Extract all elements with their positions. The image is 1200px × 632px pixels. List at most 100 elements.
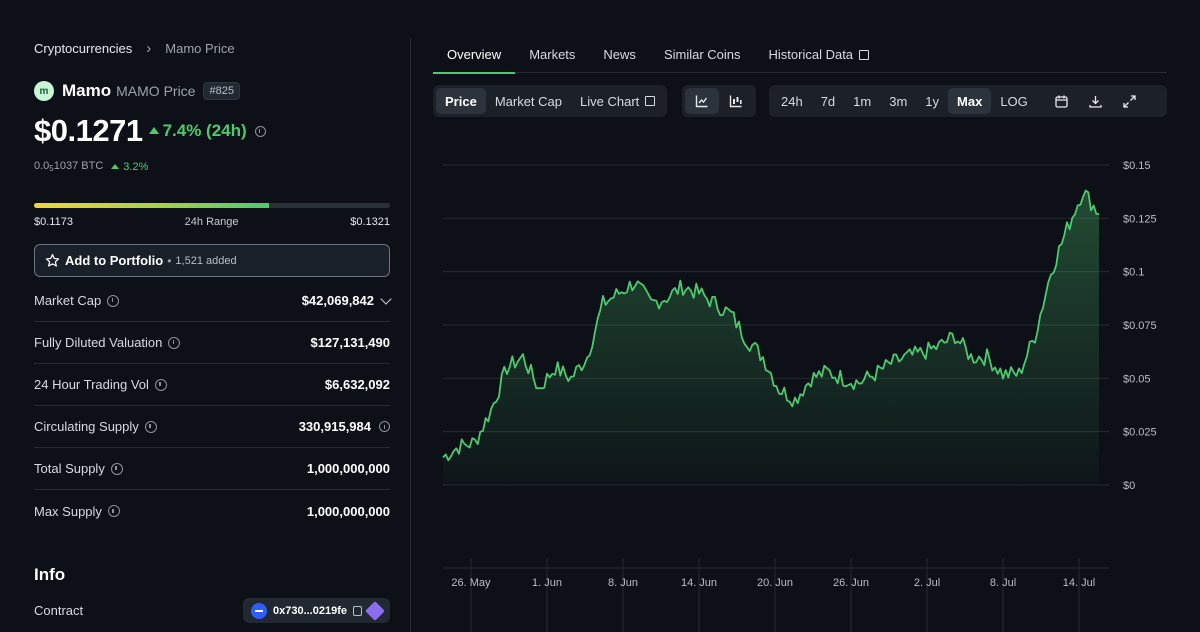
chart-toolbar: Price Market Cap Live Chart 24h 7d 1m 3m… — [433, 85, 1167, 117]
tab-overview[interactable]: Overview — [433, 38, 516, 74]
range-1m-button[interactable]: 1m — [853, 93, 872, 109]
x-tick-label: 20. Jun — [757, 577, 793, 589]
y-tick-label: $0.1 — [1123, 267, 1144, 279]
x-tick-label: 2. Jul — [914, 577, 940, 589]
line-chart-button[interactable] — [685, 88, 719, 114]
mode-price-button[interactable]: Price — [436, 88, 486, 114]
price-line — [442, 189, 1100, 462]
calendar-icon — [1055, 95, 1068, 108]
stat-row-circulating-supply: Circulating Supply 330,915,984 — [34, 406, 390, 448]
btc-change: 3.2% — [111, 161, 148, 173]
price-row: $0.1271 7.4% (24h) — [34, 113, 266, 149]
contract-row: Contract 0x730...0219fe — [34, 598, 390, 623]
stat-label: Total Supply — [34, 461, 105, 476]
range-3m-button[interactable]: 3m — [889, 93, 908, 109]
mode-live-chart-button[interactable]: Live Chart — [571, 88, 664, 114]
coin-overview-panel: Cryptocurrencies › Mamo Price m Mamo MAM… — [34, 0, 392, 632]
x-tick-label: 8. Jul — [990, 577, 1016, 589]
tab-markets[interactable]: Markets — [529, 47, 576, 62]
download-icon — [1089, 95, 1102, 108]
info-icon[interactable] — [144, 420, 157, 433]
y-tick-label: $0.15 — [1123, 160, 1151, 172]
metamask-icon[interactable] — [365, 600, 385, 621]
stat-value: 1,000,000,000 — [306, 503, 390, 519]
tab-similar-coins[interactable]: Similar Coins — [663, 47, 741, 62]
up-arrow-icon — [111, 163, 120, 169]
range-max-button[interactable]: Max — [948, 88, 992, 114]
mode-market-cap-button[interactable]: Market Cap — [494, 93, 563, 109]
x-tick-label: 8. Jun — [608, 577, 638, 589]
coin-name: Mamo — [62, 81, 112, 100]
tab-news[interactable]: News — [603, 47, 636, 62]
log-scale-button[interactable]: LOG — [1000, 93, 1028, 109]
stat-row-max-supply: Max Supply 1,000,000,000 — [34, 490, 390, 532]
x-tick-label: 26. May — [451, 577, 491, 589]
stat-value: 330,915,984 — [298, 419, 371, 434]
star-icon — [45, 253, 60, 267]
coin-logo-icon: m — [34, 81, 54, 101]
external-link-icon — [859, 50, 870, 60]
chart-mode-group: Price Market Cap Live Chart — [433, 85, 668, 117]
chart-type-group — [682, 85, 756, 117]
chevron-right-icon: › — [146, 40, 152, 57]
coin-title: m Mamo MAMO Price #825 — [34, 80, 240, 102]
info-icon[interactable] — [254, 125, 266, 137]
y-tick-label: $0 — [1123, 480, 1135, 492]
candlestick-chart-button[interactable] — [719, 88, 753, 114]
current-price: $0.1271 — [34, 113, 143, 148]
range-low: $0.1173 — [34, 216, 73, 228]
y-tick-label: $0.025 — [1123, 427, 1157, 439]
external-link-icon — [645, 96, 656, 106]
info-icon[interactable] — [154, 378, 167, 391]
info-heading: Info — [34, 565, 66, 584]
price-chart[interactable]: $0 $0.025 $0.05 $0.075 $0.1 $0.125 $0.15 26. Ma… — [433, 150, 1167, 632]
info-icon[interactable] — [107, 505, 120, 517]
fullscreen-button[interactable] — [1113, 88, 1147, 114]
stat-label: Fully Diluted Valuation — [34, 335, 163, 350]
range-labels: $0.1173 24h Range $0.1321 — [34, 216, 390, 228]
candlestick-icon — [729, 95, 742, 108]
expand-icon — [1123, 94, 1136, 108]
tab-historical-data[interactable]: Historical Data — [755, 38, 884, 73]
info-icon[interactable] — [107, 294, 120, 307]
calendar-button[interactable] — [1045, 88, 1079, 114]
contract-pill[interactable]: 0x730...0219fe — [242, 598, 390, 623]
range-7d-button[interactable]: 7d — [820, 93, 836, 109]
price-change-24h: 7.4% (24h) — [148, 121, 247, 141]
contract-address: 0x730...0219fe — [272, 604, 347, 617]
stat-label: 24 Hour Trading Vol — [34, 377, 149, 392]
stat-value: $42,069,842 — [301, 293, 374, 308]
stat-label: Market Cap — [34, 293, 102, 308]
info-icon[interactable] — [168, 336, 181, 349]
stat-value: $6,632,092 — [324, 377, 390, 392]
x-tick-label: 14. Jul — [1063, 577, 1095, 589]
range-1y-button[interactable]: 1y — [925, 93, 940, 109]
stat-value: $127,131,490 — [310, 335, 390, 350]
range-high: $0.1321 — [350, 216, 390, 228]
breadcrumb-cryptocurrencies-link[interactable]: Cryptocurrencies — [34, 41, 133, 56]
range-label: 24h Range — [184, 216, 239, 228]
range-24h-button[interactable]: 24h — [781, 93, 803, 109]
stat-label: Max Supply — [34, 503, 102, 519]
info-icon[interactable] — [110, 462, 123, 475]
copy-icon[interactable] — [353, 605, 362, 616]
breadcrumb: Cryptocurrencies › Mamo Price — [34, 40, 235, 57]
stat-label: Circulating Supply — [34, 419, 139, 434]
breadcrumb-current: Mamo Price — [165, 41, 235, 56]
stat-row-market-cap[interactable]: Market Cap $42,069,842 — [34, 280, 392, 322]
separator-dot: • — [167, 253, 172, 268]
stat-row-total-supply: Total Supply 1,000,000,000 — [34, 448, 390, 490]
range-bar — [34, 203, 390, 208]
panel-divider — [410, 38, 411, 632]
chevron-down-icon[interactable] — [380, 292, 392, 305]
tab-bar: Overview Markets News Similar Coins Hist… — [433, 38, 1167, 74]
x-tick-label: 1. Jun — [532, 577, 562, 589]
stat-row-volume: 24 Hour Trading Vol $6,632,092 — [34, 364, 390, 406]
base-chain-icon — [250, 602, 267, 619]
download-button[interactable] — [1079, 88, 1113, 114]
range-bar-fill — [34, 203, 269, 208]
info-icon[interactable] — [379, 421, 390, 432]
add-to-portfolio-button[interactable]: Add to Portfolio • 1,521 added — [34, 244, 390, 277]
stat-value: 1,000,000,000 — [306, 461, 390, 476]
up-arrow-icon — [148, 127, 159, 134]
